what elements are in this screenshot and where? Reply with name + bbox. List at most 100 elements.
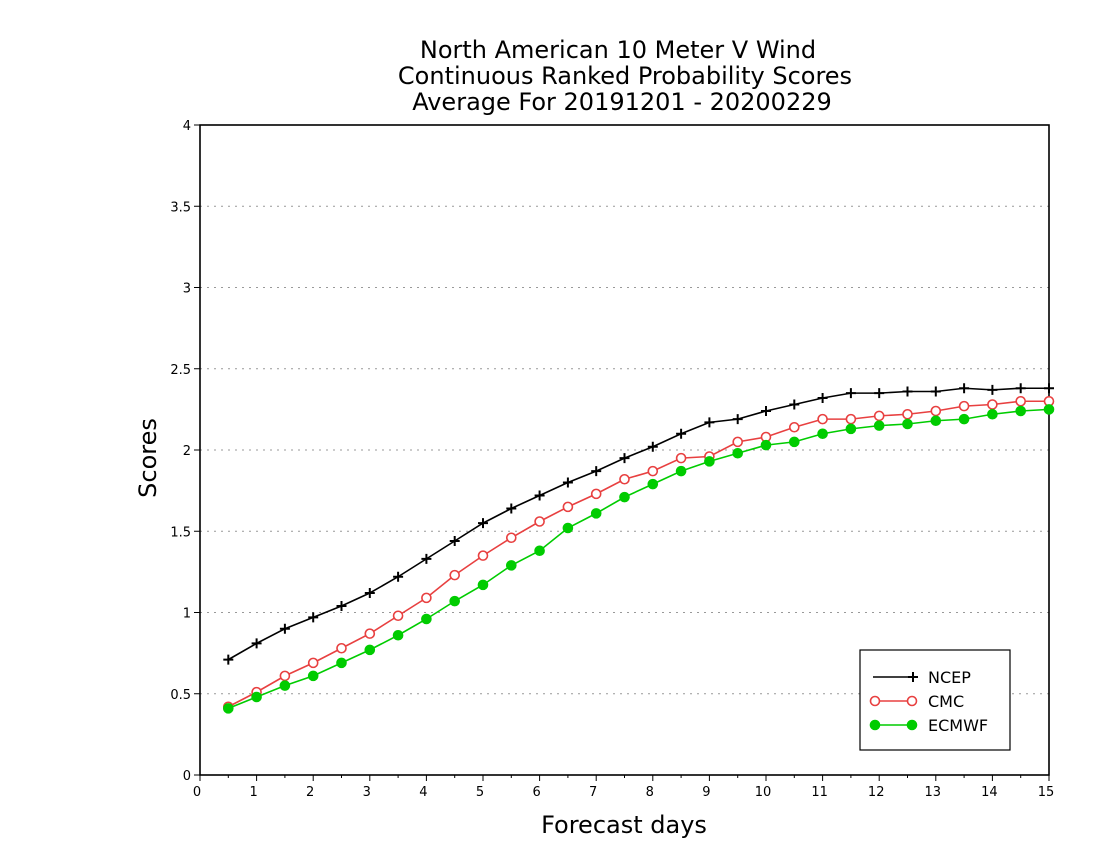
- x-tick-label: 6: [532, 785, 540, 800]
- data-point-ecmwf: [619, 491, 630, 503]
- data-point-cmc: [279, 670, 291, 682]
- data-point-ecmwf: [987, 408, 998, 420]
- y-tick-label: 3: [183, 282, 191, 297]
- data-point-ecmwf: [958, 413, 970, 425]
- y-tick-label: 0.5: [170, 688, 191, 703]
- data-point-ecmwf: [732, 447, 744, 459]
- data-point-cmc: [364, 628, 376, 639]
- data-point-ecmwf: [902, 418, 913, 430]
- chart-title-line-3: Average For 20191201 - 20200229: [412, 88, 832, 116]
- data-point-ncep: [676, 428, 687, 439]
- data-point-ncep: [449, 536, 460, 546]
- data-point-ecmwf: [1043, 404, 1055, 415]
- legend-item-ncep: NCEP: [873, 668, 971, 687]
- x-axis-ticks: 0 1 2 3 4 5 6 7 8 9 10 11 12 13 14 15: [193, 775, 1054, 800]
- data-point-ncep: [647, 441, 658, 452]
- chart-title-line-1: North American 10 Meter V Wind: [420, 36, 816, 64]
- data-point-ecmwf: [223, 703, 234, 714]
- data-point-ncep: [987, 384, 998, 395]
- x-tick-label: 7: [589, 785, 597, 800]
- data-point-ncep: [874, 388, 885, 399]
- x-tick-label: 10: [755, 785, 772, 800]
- data-point-ncep: [308, 612, 319, 623]
- data-point-cmc: [845, 413, 857, 425]
- data-point-ncep: [421, 553, 432, 564]
- data-point-ncep: [591, 466, 602, 477]
- data-point-ecmwf: [590, 508, 602, 519]
- legend-label-ncep: NCEP: [928, 668, 971, 687]
- data-point-ecmwf: [845, 423, 857, 435]
- legend-box: [859, 649, 1011, 751]
- y-tick-label: 2: [183, 444, 191, 459]
- data-point-ncep: [619, 453, 630, 464]
- data-point-cmc: [958, 400, 970, 412]
- data-point-cmc: [647, 465, 659, 477]
- x-axis-label: Forecast days: [541, 811, 707, 839]
- data-point-ecmwf: [760, 439, 772, 451]
- data-point-ecmwf: [817, 428, 828, 440]
- data-point-ncep: [279, 623, 290, 634]
- data-point-cmc: [505, 532, 517, 544]
- data-point-ncep: [930, 386, 941, 397]
- data-point-ecmwf: [704, 456, 715, 467]
- legend-marker-ncep: [908, 672, 918, 682]
- data-point-cmc: [590, 488, 602, 500]
- data-point-ecmwf: [1015, 405, 1027, 417]
- x-tick-label: 14: [981, 785, 998, 800]
- data-point-cmc: [987, 399, 998, 410]
- x-tick-label: 9: [702, 785, 710, 800]
- data-point-cmc: [930, 405, 942, 417]
- y-tick-label: 4: [183, 119, 191, 134]
- data-point-ecmwf: [449, 595, 461, 607]
- data-point-cmc: [902, 408, 913, 420]
- y-axis-ticks: 0 0.5 1 1.5 2 2.5 3 3.5 4: [170, 119, 200, 784]
- data-point-cmc: [1015, 395, 1027, 407]
- legend-label-ecmwf: ECMWF: [928, 716, 988, 735]
- data-point-cmc: [732, 436, 744, 448]
- data-point-ecmwf: [477, 579, 489, 591]
- x-tick-label: 13: [925, 785, 942, 800]
- data-point-ncep: [1015, 383, 1026, 394]
- y-tick-label: 1.5: [170, 525, 191, 540]
- legend-marker-cmc: [906, 695, 918, 707]
- data-point-cmc: [534, 516, 545, 527]
- y-tick-label: 2.5: [170, 363, 191, 378]
- data-point-ncep: [761, 406, 771, 416]
- x-tick-label: 2: [306, 785, 314, 800]
- y-tick-label: 1: [183, 607, 191, 622]
- series-layer: [223, 383, 1055, 714]
- legend-item-ecmwf: ECMWF: [869, 716, 988, 735]
- data-point-ncep: [478, 518, 488, 529]
- data-point-ncep: [336, 601, 347, 611]
- data-point-cmc: [619, 473, 630, 485]
- data-point-ecmwf: [364, 644, 376, 656]
- data-point-cmc: [307, 657, 319, 669]
- data-point-cmc: [675, 452, 687, 464]
- data-point-ncep: [251, 638, 262, 649]
- series-line-ncep: [227, 387, 1049, 661]
- data-point-ecmwf: [279, 680, 291, 691]
- data-point-ncep: [506, 503, 517, 514]
- data-point-ncep: [562, 477, 573, 488]
- data-point-ecmwf: [873, 420, 885, 431]
- data-point-ncep: [393, 571, 404, 582]
- x-tick-label: 3: [363, 785, 371, 800]
- data-point-ecmwf: [392, 629, 404, 641]
- x-tick-label: 12: [868, 785, 885, 800]
- data-point-ecmwf: [789, 436, 800, 448]
- data-point-ecmwf: [562, 522, 574, 534]
- grid-lines: [200, 205, 1049, 695]
- data-point-ncep: [223, 654, 234, 665]
- legend: NCEP CMC ECMWF: [859, 649, 1011, 751]
- data-point-ecmwf: [534, 545, 545, 557]
- legend-item-cmc: CMC: [869, 692, 964, 711]
- data-point-ncep: [364, 588, 375, 598]
- data-point-ecmwf: [251, 691, 262, 703]
- data-point-ncep: [732, 414, 743, 425]
- data-point-cmc: [449, 569, 461, 581]
- data-point-ecmwf: [506, 560, 517, 571]
- data-point-cmc: [336, 642, 347, 654]
- legend-label-cmc: CMC: [928, 692, 964, 711]
- chart-title-line-2: Continuous Ranked Probability Scores: [398, 62, 852, 90]
